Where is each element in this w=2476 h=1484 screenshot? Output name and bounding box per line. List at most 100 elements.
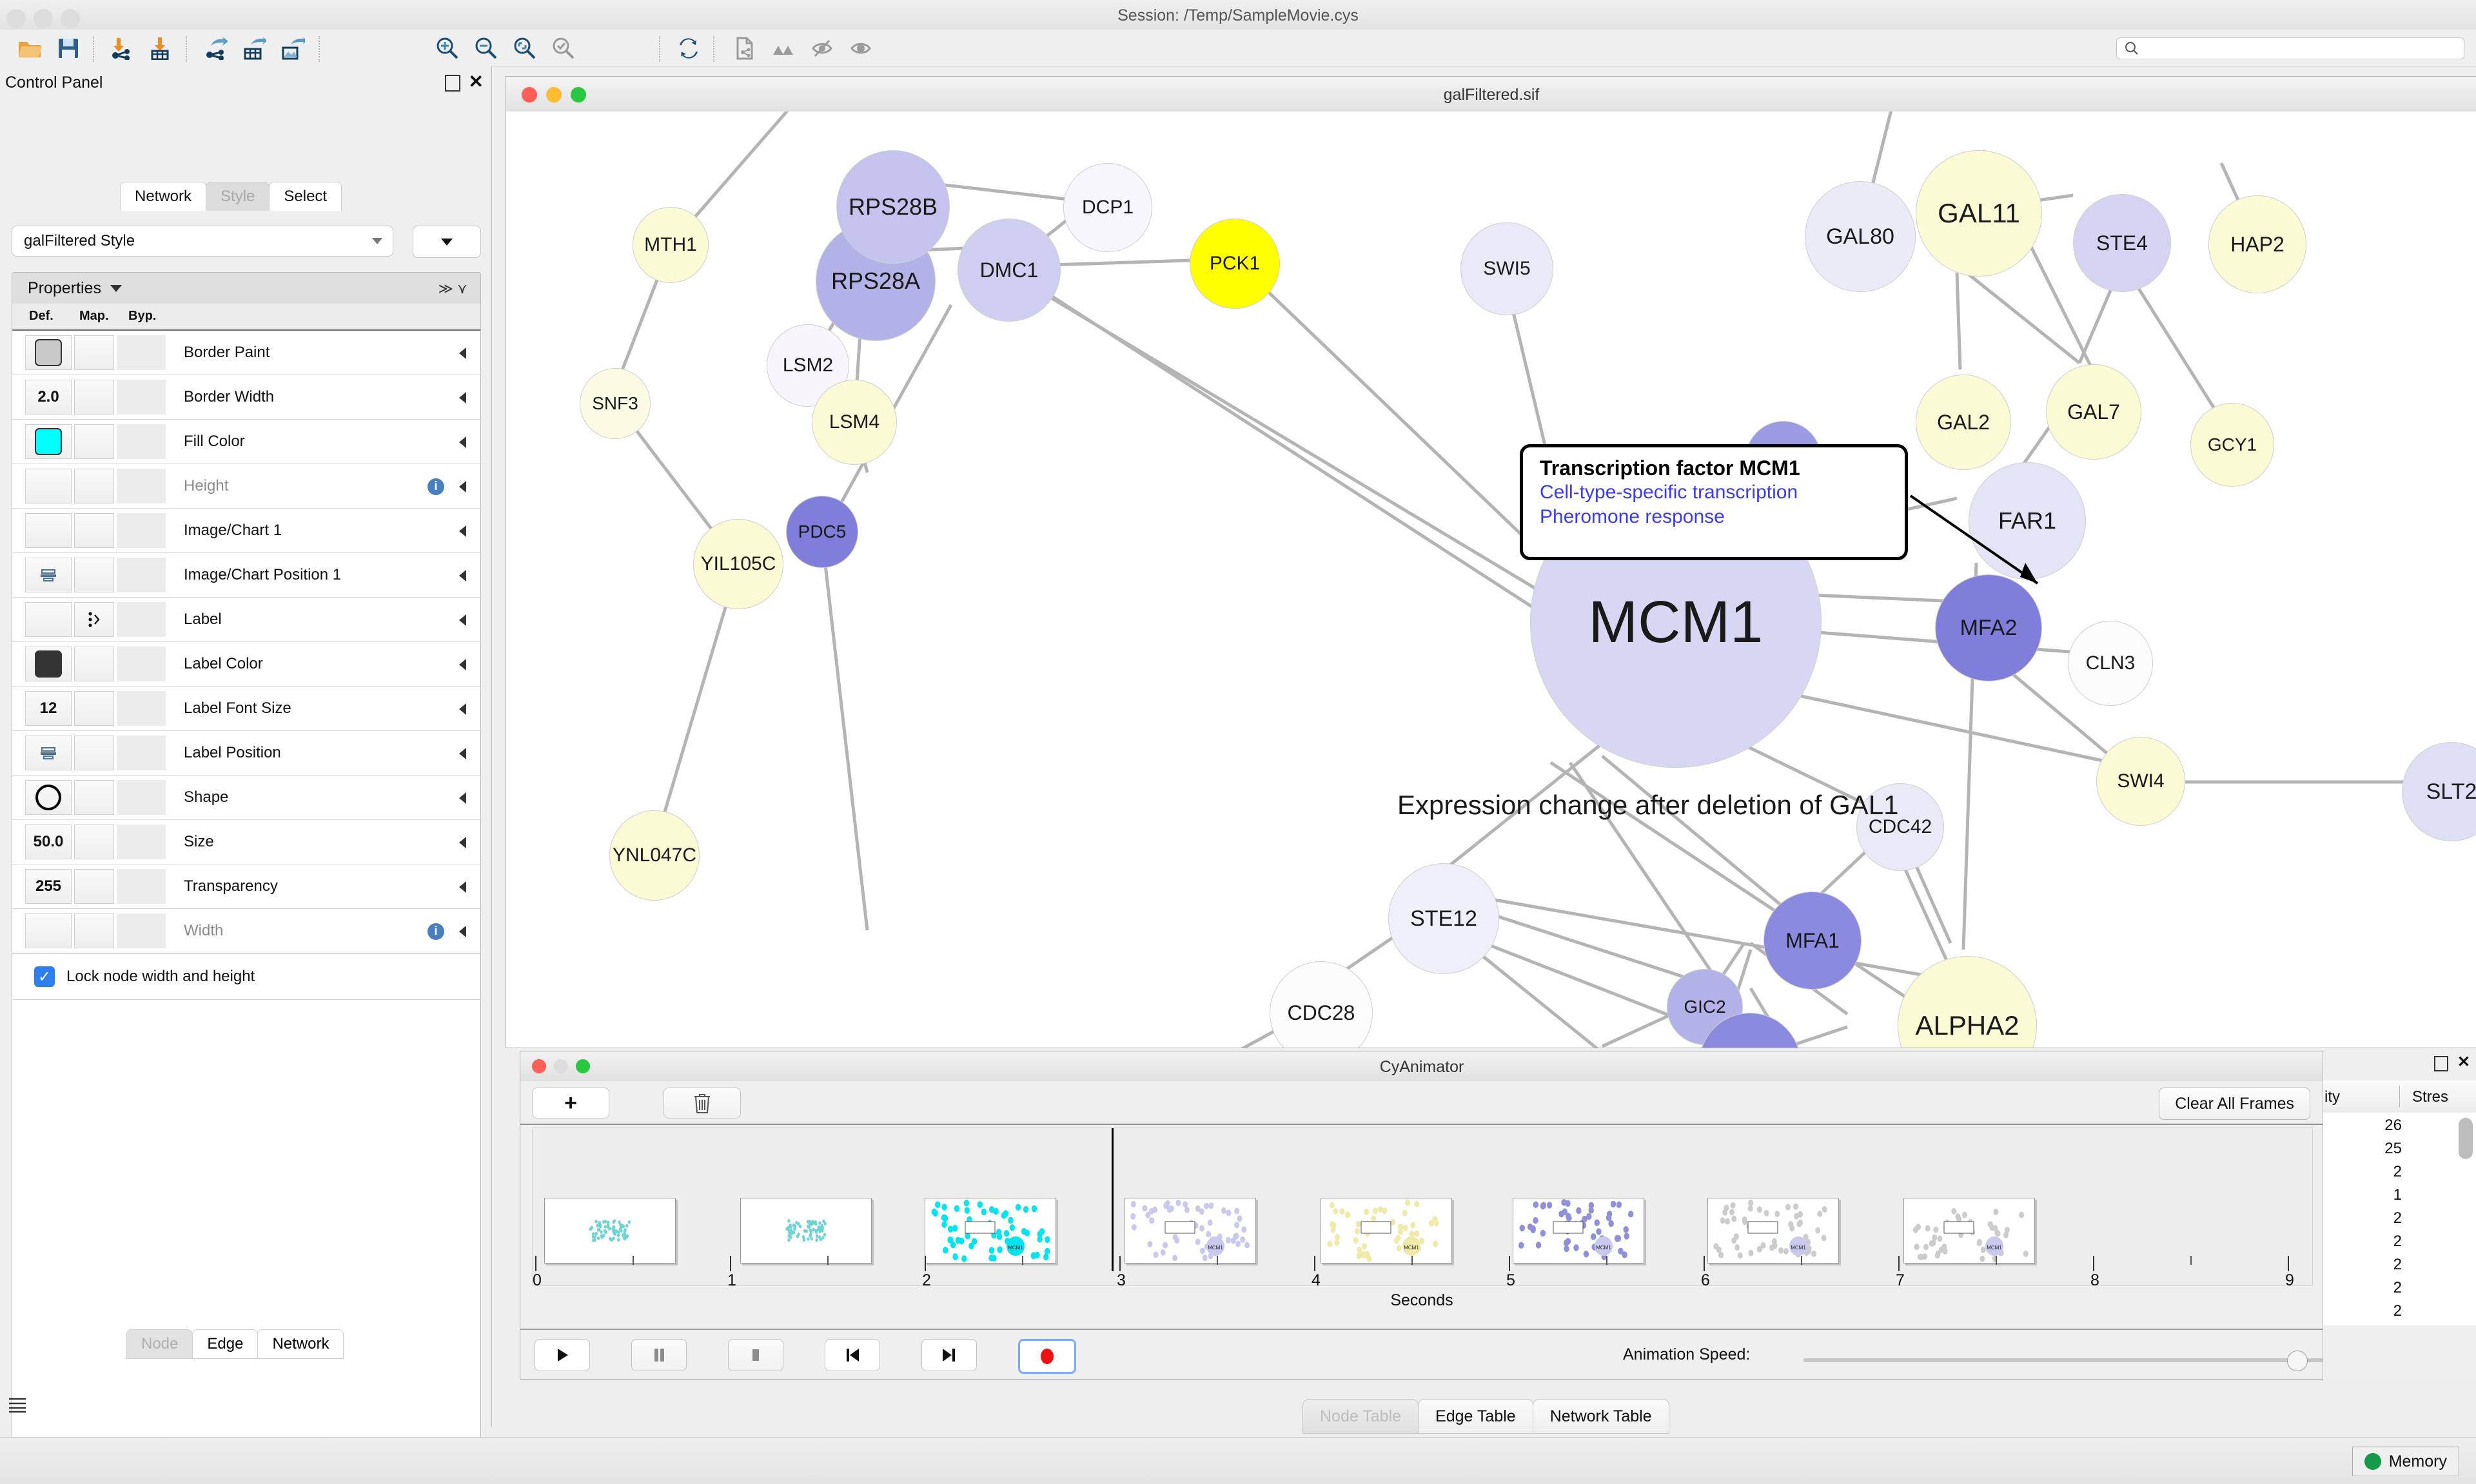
network-node[interactable]: FAR1 <box>1969 462 2086 580</box>
property-row[interactable]: 50.0 Size <box>12 820 480 864</box>
close-table-icon[interactable]: ✕ <box>2457 1053 2470 1071</box>
annotation-callout[interactable]: Transcription factor MCM1 Cell-type-spec… <box>1520 444 1908 560</box>
stop-button[interactable] <box>728 1339 783 1371</box>
color-swatch[interactable] <box>35 428 62 455</box>
expand-arrow-icon[interactable] <box>459 748 466 759</box>
zoom-out-icon[interactable] <box>468 34 504 63</box>
property-bypass-cell[interactable] <box>117 424 166 459</box>
property-mapping-cell[interactable] <box>74 558 114 592</box>
expand-arrow-icon[interactable] <box>459 703 466 715</box>
cyanimator-timeline[interactable]: MCM1 MCM1 MCM1 MCM1 MCM1 MCM1 0 1 2 3 4 5 6 7 8 9 <box>532 1128 2313 1289</box>
cyanimator-maximize-button[interactable] <box>576 1059 590 1073</box>
zoom-fit-selected-icon[interactable] <box>507 34 543 63</box>
network-maximize-button[interactable] <box>571 87 586 103</box>
network-canvas[interactable]: MTH1 SNF3 YIL105C YNL047C LSM2 LSM4 PDC5 RPS28A… <box>506 112 2476 1048</box>
property-bypass-cell[interactable] <box>117 736 166 770</box>
expand-arrow-icon[interactable] <box>459 525 466 537</box>
property-mapping-cell[interactable] <box>74 513 114 548</box>
timeline-frame[interactable]: MCM1 <box>925 1198 1056 1264</box>
info-icon[interactable]: i <box>427 923 444 940</box>
window-maximize-button[interactable] <box>61 9 80 28</box>
property-bypass-cell[interactable] <box>117 558 166 592</box>
window-close-button[interactable] <box>6 9 26 28</box>
open-folder-icon[interactable] <box>12 34 48 63</box>
color-swatch[interactable] <box>35 339 62 366</box>
network-node[interactable]: MTH1 <box>633 207 709 283</box>
network-node[interactable]: CLN3 <box>2068 621 2153 706</box>
save-icon[interactable] <box>50 34 86 63</box>
expand-arrow-icon[interactable] <box>459 570 466 581</box>
tab-network[interactable]: Network <box>120 182 207 211</box>
property-bypass-cell[interactable] <box>117 869 166 904</box>
network-node[interactable]: SWI4 <box>2096 737 2185 826</box>
network-node[interactable]: PDC5 <box>786 496 858 568</box>
property-row[interactable]: Label Color <box>12 642 480 687</box>
tab-select[interactable]: Select <box>269 182 342 211</box>
property-row[interactable]: Height i <box>12 464 480 509</box>
network-node[interactable]: MFA1 <box>1764 892 1862 990</box>
property-default-cell[interactable] <box>25 513 72 548</box>
expand-arrow-icon[interactable] <box>459 792 466 804</box>
show-all-icon[interactable] <box>843 34 879 63</box>
timeline-playhead[interactable] <box>1112 1128 1114 1271</box>
timeline-frame[interactable]: MCM1 <box>1321 1198 1452 1264</box>
expand-arrow-icon[interactable] <box>459 926 466 937</box>
cyanimator-minimize-button[interactable] <box>554 1059 568 1073</box>
property-default-cell[interactable] <box>25 469 72 503</box>
refresh-layout-icon[interactable] <box>671 34 707 63</box>
table-scrollbar[interactable] <box>2459 1118 2473 1159</box>
tab-network-style[interactable]: Network <box>257 1329 344 1359</box>
panel-list-icon[interactable] <box>4 1391 31 1418</box>
previous-frame-button[interactable] <box>825 1339 880 1371</box>
property-mapping-cell[interactable] <box>74 335 114 370</box>
timeline-frame[interactable]: MCM1 <box>1903 1198 2035 1264</box>
property-mapping-cell[interactable] <box>74 691 114 726</box>
property-default-cell[interactable] <box>25 424 72 459</box>
search-box[interactable] <box>2116 37 2464 59</box>
network-node[interactable]: PCK1 <box>1190 219 1280 309</box>
expand-arrow-icon[interactable] <box>459 614 466 626</box>
property-default-cell[interactable] <box>25 602 72 637</box>
tab-node[interactable]: Node <box>126 1329 193 1359</box>
property-bypass-cell[interactable] <box>117 335 166 370</box>
float-table-icon[interactable] <box>2433 1056 2448 1071</box>
property-row[interactable]: Label <box>12 598 480 642</box>
color-swatch[interactable] <box>35 650 62 678</box>
expand-arrow-icon[interactable] <box>459 392 466 404</box>
property-bypass-cell[interactable] <box>117 602 166 637</box>
export-network-icon[interactable] <box>197 34 233 63</box>
property-mapping-cell[interactable] <box>74 913 114 948</box>
timeline-frame[interactable]: MCM1 <box>1513 1198 1644 1264</box>
network-node[interactable]: RPS28B <box>836 150 950 264</box>
property-default-cell[interactable] <box>25 335 72 370</box>
property-row[interactable]: Image/Chart 1 <box>12 509 480 553</box>
export-image-icon[interactable] <box>275 34 311 63</box>
tab-edge[interactable]: Edge <box>192 1329 259 1359</box>
network-node[interactable]: SWI5 <box>1460 222 1553 315</box>
property-mapping-cell[interactable] <box>74 736 114 770</box>
property-row[interactable]: Border Paint <box>12 331 480 375</box>
property-row[interactable]: Label Position <box>12 731 480 776</box>
property-row[interactable]: 2.0 Border Width <box>12 375 480 420</box>
next-frame-button[interactable] <box>921 1339 977 1371</box>
window-minimize-button[interactable] <box>34 9 53 28</box>
property-bypass-cell[interactable] <box>117 691 166 726</box>
style-select[interactable]: galFiltered Style <box>12 226 393 257</box>
memory-status-button[interactable]: Memory <box>2352 1447 2459 1476</box>
hide-all-icon[interactable] <box>766 34 802 63</box>
property-bypass-cell[interactable] <box>117 513 166 548</box>
tab-edge-table[interactable]: Edge Table <box>1418 1399 1533 1434</box>
property-mapping-cell[interactable] <box>74 602 114 637</box>
chevron-down-icon[interactable] <box>110 284 122 292</box>
network-node[interactable]: DCP1 <box>1063 163 1152 252</box>
property-default-cell[interactable]: 2.0 <box>25 380 72 415</box>
property-bypass-cell[interactable] <box>117 913 166 948</box>
expand-arrow-icon[interactable] <box>459 436 466 448</box>
collapse-expand-controls[interactable]: ≫ ⋎ <box>438 280 467 297</box>
property-row[interactable]: 255 Transparency <box>12 864 480 909</box>
network-node[interactable]: DMC1 <box>958 219 1061 322</box>
tab-network-table[interactable]: Network Table <box>1532 1399 1669 1434</box>
pause-button[interactable] <box>631 1339 687 1371</box>
property-bypass-cell[interactable] <box>117 825 166 859</box>
zoom-fit-network-icon[interactable] <box>545 34 582 63</box>
